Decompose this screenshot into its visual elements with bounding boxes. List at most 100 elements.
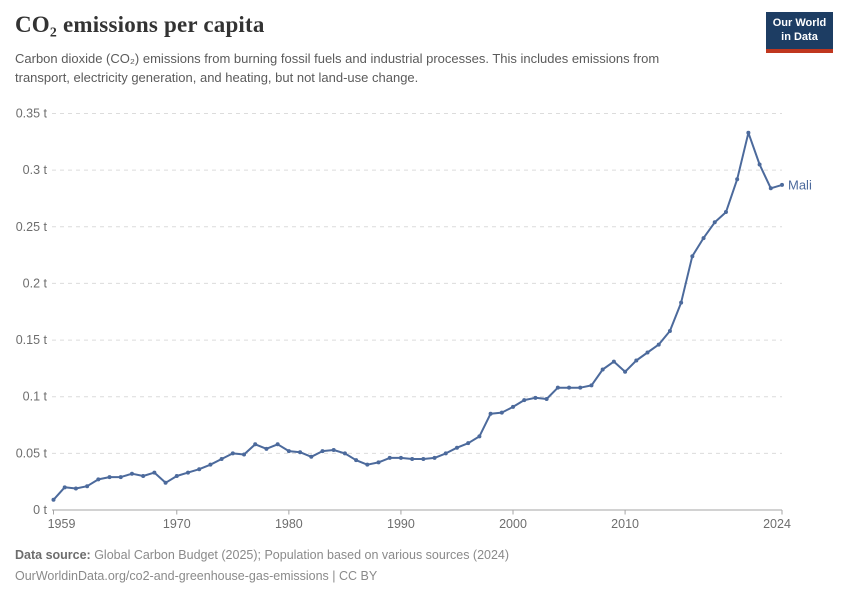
page-title: CO₂ emissions per capita <box>15 12 265 37</box>
data-point[interactable] <box>298 450 303 455</box>
y-tick-label: 0.05 t <box>16 446 48 460</box>
data-point[interactable] <box>96 477 101 482</box>
data-point[interactable] <box>320 449 325 454</box>
data-point[interactable] <box>85 484 90 489</box>
x-tick-label: 1970 <box>163 517 191 531</box>
data-point[interactable] <box>264 446 269 451</box>
data-point[interactable] <box>735 177 740 182</box>
data-point[interactable] <box>432 455 437 460</box>
data-point[interactable] <box>544 396 549 401</box>
data-point[interactable] <box>780 182 784 187</box>
data-point[interactable] <box>499 410 504 415</box>
data-point[interactable] <box>286 449 291 454</box>
data-point[interactable] <box>679 300 684 305</box>
data-point[interactable] <box>152 470 157 475</box>
data-source-label: Data source: <box>15 548 91 562</box>
data-point[interactable] <box>421 457 426 462</box>
data-point[interactable] <box>443 451 448 456</box>
data-point[interactable] <box>634 358 639 363</box>
data-point[interactable] <box>454 445 459 450</box>
data-point[interactable] <box>600 367 605 372</box>
y-tick-label: 0 t <box>33 503 47 517</box>
data-point[interactable] <box>354 458 359 463</box>
data-point[interactable] <box>667 329 672 334</box>
data-point[interactable] <box>174 474 179 479</box>
data-point[interactable] <box>398 455 403 460</box>
x-tick-label: 2024 <box>763 517 791 531</box>
data-point[interactable] <box>645 350 650 355</box>
owid-logo-text-line2: in Data <box>781 30 818 43</box>
data-point[interactable] <box>701 236 706 241</box>
data-point[interactable] <box>555 385 560 390</box>
data-point[interactable] <box>690 254 695 259</box>
y-tick-label: 0.25 t <box>16 220 48 234</box>
data-point[interactable] <box>73 486 78 491</box>
data-point[interactable] <box>331 447 336 452</box>
y-tick-label: 0.35 t <box>16 107 48 121</box>
data-point[interactable] <box>129 471 134 476</box>
data-point[interactable] <box>488 411 493 416</box>
y-gridlines <box>52 113 782 454</box>
data-point[interactable] <box>623 369 628 374</box>
data-point[interactable] <box>208 462 213 467</box>
data-point[interactable] <box>230 451 235 456</box>
data-point[interactable] <box>118 475 123 480</box>
license-link[interactable]: CC BY <box>339 568 378 583</box>
data-point[interactable] <box>589 383 594 388</box>
x-axis: 1959 1970 1980 1990 2000 2010 2024 <box>48 509 791 531</box>
data-point[interactable] <box>309 454 314 459</box>
data-point[interactable] <box>387 455 392 460</box>
chart-canvas[interactable]: 0 t 0.05 t 0.1 t 0.15 t 0.2 t 0.25 t 0.3 t 0.35… <box>0 0 850 545</box>
data-point[interactable] <box>219 457 224 462</box>
data-point[interactable] <box>746 130 751 135</box>
data-point[interactable] <box>365 462 370 467</box>
data-point[interactable] <box>275 442 280 447</box>
data-point[interactable] <box>656 342 661 347</box>
y-tick-label: 0.15 t <box>16 333 48 347</box>
chart-subtitle: Carbon dioxide (CO₂) emissions from burn… <box>15 51 660 85</box>
data-point[interactable] <box>242 452 247 457</box>
owid-logo[interactable]: Our World in Data <box>766 12 833 53</box>
data-point[interactable] <box>51 497 56 502</box>
citation-line: OurWorldinData.org/co2-and-greenhouse-ga… <box>15 566 835 587</box>
y-tick-label: 0.3 t <box>23 163 48 177</box>
data-point[interactable] <box>611 359 616 364</box>
data-point[interactable] <box>253 442 258 447</box>
data-point[interactable] <box>477 434 482 439</box>
data-point[interactable] <box>141 474 146 479</box>
footer-separator: | <box>328 568 340 583</box>
entity-label-mali[interactable]: Mali <box>788 177 812 192</box>
data-point[interactable] <box>723 210 728 215</box>
canonical-url-link[interactable]: OurWorldinData.org/co2-and-greenhouse-ga… <box>15 568 329 583</box>
y-tick-label: 0.1 t <box>23 390 48 404</box>
data-point[interactable] <box>712 220 717 225</box>
data-point[interactable] <box>757 162 762 167</box>
owid-logo-text-line1: Our World <box>772 17 827 29</box>
data-point[interactable] <box>522 398 527 403</box>
data-point[interactable] <box>567 385 572 390</box>
data-point[interactable] <box>107 475 112 480</box>
x-tick-label: 1980 <box>275 517 303 531</box>
x-tick-label: 1990 <box>387 517 415 531</box>
data-point[interactable] <box>466 441 471 446</box>
data-point[interactable] <box>768 186 773 191</box>
data-point[interactable] <box>410 457 415 462</box>
data-point[interactable] <box>185 470 190 475</box>
x-tick-label: 2000 <box>499 517 527 531</box>
data-point[interactable] <box>533 395 538 400</box>
data-point[interactable] <box>376 460 381 465</box>
data-point[interactable] <box>578 385 583 390</box>
y-tick-label: 0.2 t <box>23 276 48 290</box>
data-point[interactable] <box>62 485 67 490</box>
y-tick-labels: 0 t 0.05 t 0.1 t 0.15 t 0.2 t 0.25 t 0.3 t 0.35… <box>16 107 48 518</box>
data-point[interactable] <box>163 480 168 485</box>
x-tick-label: 1959 <box>48 517 76 531</box>
series-line-mali[interactable] <box>52 131 783 501</box>
data-point[interactable] <box>511 404 516 409</box>
data-source-line: Data source: Global Carbon Budget (2025)… <box>15 545 835 566</box>
chart-footer: Data source: Global Carbon Budget (2025)… <box>15 545 835 586</box>
data-point[interactable] <box>197 467 202 472</box>
series-mali[interactable] <box>51 130 785 502</box>
data-point[interactable] <box>342 451 347 456</box>
